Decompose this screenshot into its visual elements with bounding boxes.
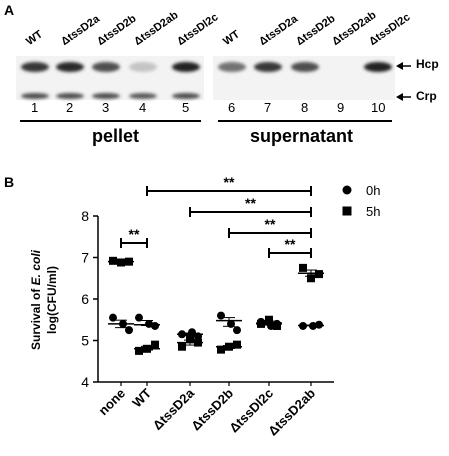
x-tick-label-1: WT <box>129 385 154 410</box>
point-0h-5-2 <box>315 320 323 329</box>
point-5h-5-1 <box>307 274 315 283</box>
y-label-italic: E. coli <box>29 249 43 285</box>
point-5h-4-2 <box>273 321 281 330</box>
hcp-band-6 <box>218 62 246 72</box>
point-0h-3-2 <box>233 326 241 335</box>
band-label-crp: Crp <box>416 89 437 103</box>
y-tick-label-6: 6 <box>81 291 89 307</box>
y-tick-label-8: 8 <box>81 208 89 224</box>
y-label-prefix: Survival of <box>29 285 43 350</box>
point-5h-4-0 <box>257 319 265 328</box>
hcp-band-8 <box>291 62 319 72</box>
point-0h-3-0 <box>217 311 225 320</box>
lane-number-10: 10 <box>371 100 386 115</box>
hcp-arrow-head <box>396 62 403 70</box>
crp-band-3 <box>92 93 120 99</box>
hcp-band-1 <box>21 62 49 72</box>
y-tick-label-7: 7 <box>81 250 89 266</box>
legend-label-0h: 0h <box>366 183 380 198</box>
western-blot <box>16 56 411 122</box>
lane-number-1: 1 <box>31 100 39 115</box>
sig-label-2: ** <box>245 195 256 211</box>
lane-number-2: 2 <box>66 100 74 115</box>
y-axis-label-line2: log(CFU/ml) <box>45 266 59 334</box>
lane-number-5: 5 <box>182 100 190 115</box>
lane-number-8: 8 <box>301 100 309 115</box>
point-5h-5-2 <box>315 270 323 279</box>
lane-number-4: 4 <box>139 100 147 115</box>
point-5h-5-0 <box>299 263 307 272</box>
point-5h-3-0 <box>217 345 225 354</box>
crp-band-5 <box>172 93 200 99</box>
point-0h-1-0 <box>135 313 143 322</box>
crp-band-4 <box>129 93 157 99</box>
point-5h-2-0 <box>178 342 186 351</box>
point-5h-2-1 <box>186 334 194 343</box>
point-5h-4-1 <box>265 315 273 324</box>
y-axis-label-line1: Survival of E. coli <box>29 249 43 350</box>
y-tick-label-5: 5 <box>81 333 89 349</box>
legend-marker-5h <box>342 206 352 216</box>
band-label-hcp: Hcp <box>416 57 439 71</box>
point-5h-1-2 <box>151 340 159 349</box>
hcp-band-10 <box>364 62 392 72</box>
sig-label-1: ** <box>224 174 235 190</box>
legend-label-5h: 5h <box>366 204 380 219</box>
crp-band-2 <box>56 93 84 99</box>
group-label-pellet: pellet <box>92 126 140 146</box>
lane-number-9: 9 <box>337 100 345 115</box>
hcp-band-5 <box>172 62 200 72</box>
panel-a-label: A <box>4 2 15 18</box>
x-tick-label-0: none <box>96 386 129 419</box>
sig-label-0: ** <box>129 226 140 242</box>
hcp-band-7 <box>254 62 282 72</box>
panel-b-label: B <box>4 174 15 190</box>
group-label-supernatant: supernatant <box>250 126 354 146</box>
hcp-band-3 <box>92 62 120 72</box>
crp-band-1 <box>21 93 49 99</box>
lane-number-7: 7 <box>264 100 272 115</box>
sig-label-3: ** <box>265 216 276 232</box>
point-5h-3-2 <box>233 340 241 349</box>
lane-number-3: 3 <box>102 100 110 115</box>
point-5h-0-0 <box>109 256 117 265</box>
legend-marker-0h <box>342 185 352 195</box>
point-5h-1-0 <box>135 346 143 355</box>
hcp-band-4 <box>129 62 157 72</box>
hcp-band-2 <box>56 62 84 72</box>
point-0h-1-2 <box>151 321 159 330</box>
lane-number-6: 6 <box>228 100 236 115</box>
crp-arrow-head <box>396 93 403 101</box>
y-tick-label-4: 4 <box>81 374 89 390</box>
sig-label-4: ** <box>285 236 296 252</box>
